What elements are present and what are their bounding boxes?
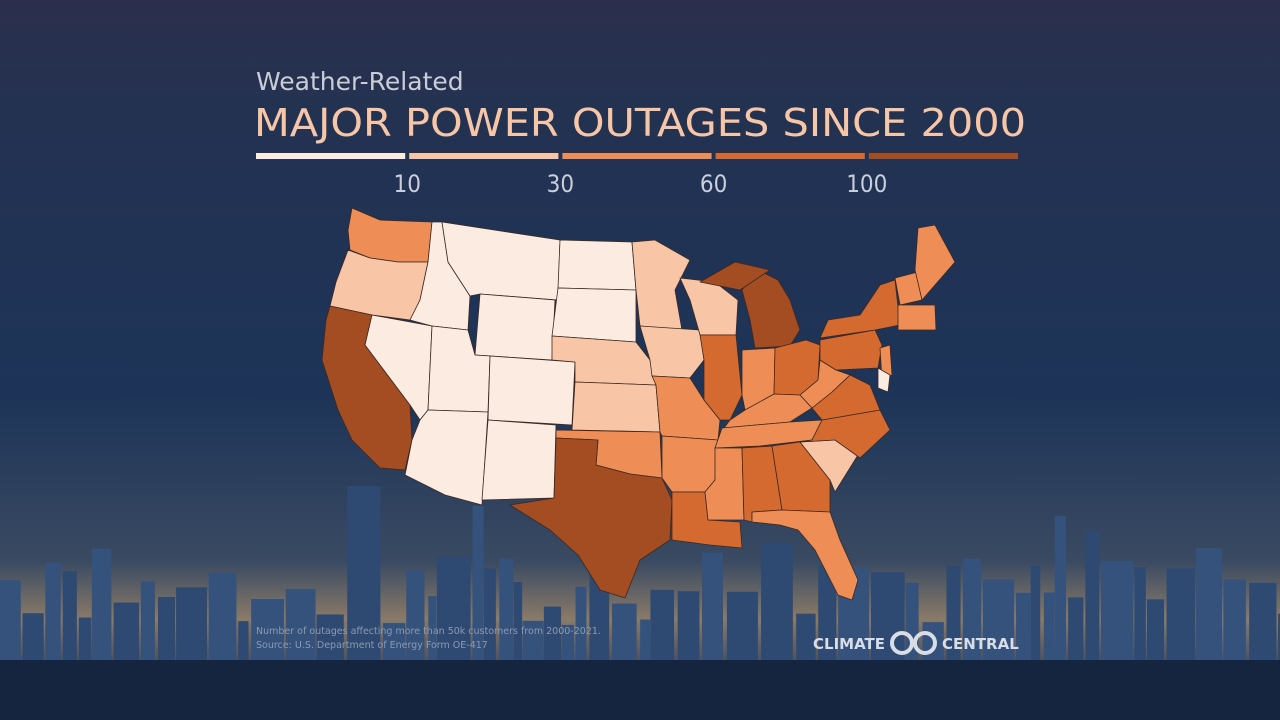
building <box>208 572 237 675</box>
state <box>509 437 673 599</box>
legend-swatch <box>868 153 1018 159</box>
state <box>551 287 637 343</box>
building <box>45 562 61 675</box>
building <box>1085 530 1100 675</box>
building <box>543 606 562 675</box>
building <box>796 613 816 675</box>
building <box>1166 568 1196 675</box>
building <box>818 564 837 675</box>
building <box>1054 515 1067 675</box>
logo-mark <box>890 631 914 655</box>
footnote: Number of outages affecting more than 50… <box>256 626 601 637</box>
building <box>650 589 675 675</box>
building <box>62 571 77 675</box>
ground <box>0 660 1280 720</box>
building <box>1195 548 1223 675</box>
state <box>877 367 891 393</box>
state <box>897 304 937 331</box>
state <box>631 239 691 331</box>
legend-swatch <box>715 153 865 159</box>
state <box>404 409 489 506</box>
building <box>1030 565 1041 675</box>
building <box>513 582 523 675</box>
us-map <box>321 207 956 601</box>
building <box>962 558 982 675</box>
building <box>702 552 724 675</box>
state <box>557 239 637 291</box>
building <box>436 556 471 675</box>
building <box>575 586 587 675</box>
building <box>140 581 155 675</box>
legend-label: 30 <box>547 170 574 198</box>
legend-swatch <box>409 153 559 159</box>
building <box>1100 560 1134 675</box>
logo-text: CLIMATE <box>813 635 885 653</box>
building <box>982 579 1015 675</box>
state <box>487 355 576 426</box>
logo-text: CENTRAL <box>942 635 1019 653</box>
building <box>1068 597 1084 675</box>
state <box>699 334 743 421</box>
building <box>640 619 651 675</box>
state <box>699 261 771 291</box>
legend-swatch <box>562 153 712 159</box>
state <box>661 435 719 493</box>
building <box>91 548 112 675</box>
legend-label: 100 <box>846 170 887 198</box>
state <box>819 279 901 339</box>
building <box>1223 579 1246 675</box>
building <box>1278 613 1280 675</box>
building <box>1043 592 1055 675</box>
building <box>1016 592 1031 675</box>
building <box>406 570 425 675</box>
building <box>472 506 484 675</box>
state <box>771 441 831 513</box>
logo: CLIMATE CENTRAL <box>813 631 1019 655</box>
legend-label: 60 <box>700 170 727 198</box>
building <box>428 596 437 675</box>
state <box>474 293 556 361</box>
legend: 10 30 60 100 <box>256 153 1018 198</box>
building <box>22 613 44 675</box>
building <box>157 596 176 675</box>
subtitle: Weather-Related <box>256 67 464 96</box>
building <box>870 572 905 675</box>
building <box>761 543 793 675</box>
state <box>914 224 956 301</box>
building <box>589 565 610 675</box>
footnote: Source: U.S. Department of Energy Form O… <box>256 640 488 651</box>
title: MAJOR POWER OUTAGES SINCE 2000 <box>254 101 1026 145</box>
legend-swatch <box>256 153 406 159</box>
building <box>1249 582 1277 675</box>
building <box>0 580 21 675</box>
building <box>946 565 961 675</box>
building <box>347 485 381 675</box>
state <box>751 509 859 601</box>
logo-mark <box>913 631 937 655</box>
legend-label: 10 <box>393 170 420 198</box>
building <box>483 568 496 675</box>
state <box>799 359 851 409</box>
building <box>1134 567 1146 675</box>
state <box>481 419 557 501</box>
building <box>238 621 249 675</box>
state <box>571 381 661 433</box>
building <box>1146 599 1165 675</box>
building <box>677 591 700 675</box>
building <box>499 558 514 675</box>
